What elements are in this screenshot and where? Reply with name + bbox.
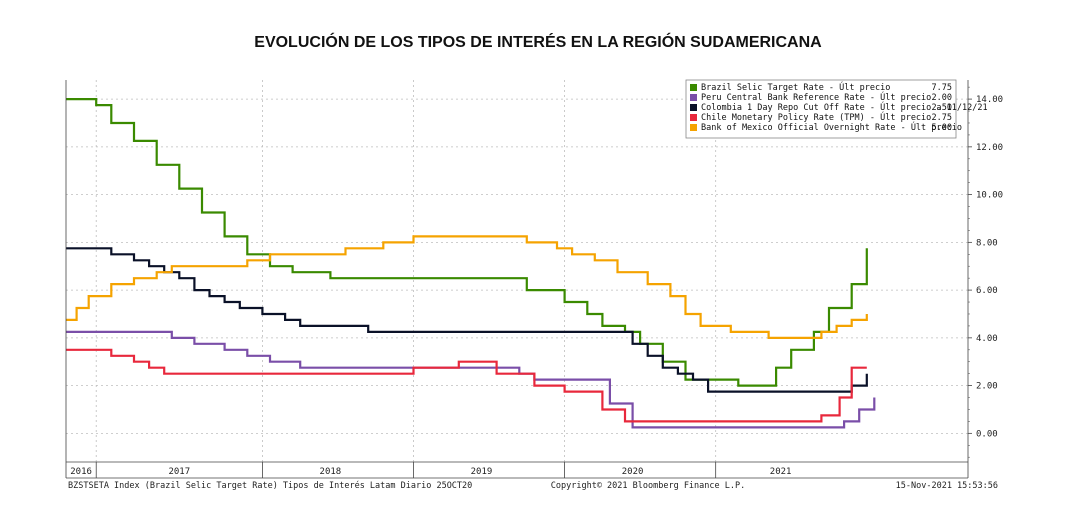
footer-left: BZSTSETA Index (Brazil Selic Target Rate… [68,480,472,491]
legend-label: Peru Central Bank Reference Rate - Últ p… [701,91,931,103]
y-tick-label: 14.00 [976,95,1003,105]
x-tick-label: 2017 [168,467,190,477]
footer-copyright: Copyright© 2021 Bloomberg Finance L.P. [551,481,745,491]
legend-swatch [690,124,697,131]
series-line-4 [66,235,868,339]
y-tick-label: 6.00 [976,286,998,296]
axes: 0.00 2.00 4.00 6.00 8.00 10.00 12.00 14.00 2016 2… [65,80,1003,479]
x-tick-label: 2020 [622,467,644,477]
legend-swatch [690,114,697,121]
x-tick-label: 2018 [320,467,342,477]
chart-title: EVOLUCIÓN DE LOS TIPOS DE INTERÉS EN LA … [254,34,822,51]
series-line-0 [66,98,868,387]
series-line-1 [66,330,876,429]
series-line-2 [66,247,868,393]
y-tick-label: 12.00 [976,143,1003,153]
legend-swatch [690,104,697,111]
legend-value: 2.75 [932,113,952,123]
legend-swatch [690,94,697,101]
legend-label: Chile Monetary Policy Rate (TPM) - Últ p… [701,111,931,123]
legend-value: 2.50 [932,103,952,113]
x-tick-label: 2021 [770,467,792,477]
x-tick-label: 2019 [471,467,493,477]
y-tick-label: 4.00 [976,334,998,344]
legend: Brazil Selic Target Rate - Últ precio 7.7… [685,79,988,139]
legend-value: 5.00 [932,123,952,133]
legend-value: 2.00 [932,93,952,103]
y-tick-label: 8.00 [976,238,998,248]
footer-timestamp: 15-Nov-2021 15:53:56 [896,481,998,491]
legend-label: Brazil Selic Target Rate - Últ precio [701,81,890,93]
series-lines [66,98,876,429]
legend-label: Colombia 1 Day Repo Cut Off Rate - Últ p… [701,101,988,113]
legend-box [685,79,957,139]
legend-value: 7.75 [932,83,952,93]
y-tick-label: 2.00 [976,382,998,392]
series-line-3 [66,348,867,423]
x-tick-label: 2016 [70,467,92,477]
y-tick-label: 10.00 [976,191,1003,201]
y-tick-label: 0.00 [976,429,998,439]
legend-swatch [690,84,697,91]
legend-label: Bank of Mexico Official Overnight Rate -… [701,121,962,133]
